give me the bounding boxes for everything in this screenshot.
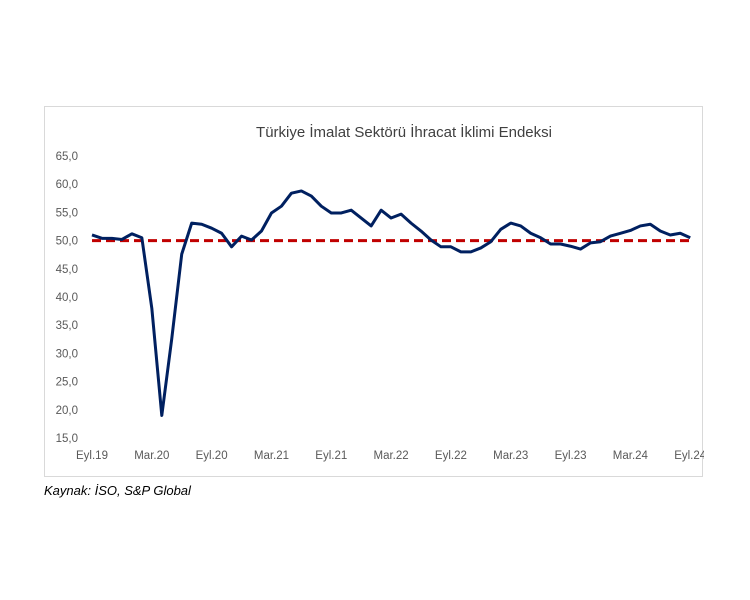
x-tick-label: Eyl.21	[315, 450, 347, 462]
x-tick-label: Eyl.24	[674, 450, 704, 462]
chart-title: Türkiye İmalat Sektörü İhracat İklimi En…	[256, 123, 552, 141]
x-tick-label: Eyl.23	[555, 450, 587, 462]
x-tick-label: Mar.21	[254, 450, 289, 462]
y-tick-label: 55,0	[56, 207, 78, 219]
x-tick-label: Eyl.19	[76, 450, 108, 462]
y-tick-label: 50,0	[56, 236, 78, 248]
x-tick-label: Eyl.22	[435, 450, 467, 462]
y-tick-label: 35,0	[56, 320, 78, 332]
y-tick-label: 30,0	[56, 348, 78, 360]
line-chart: Türkiye İmalat Sektörü İhracat İklimi En…	[56, 123, 704, 462]
source-note: Kaynak: İSO, S&P Global	[44, 483, 191, 498]
y-tick-label: 60,0	[56, 179, 78, 191]
y-tick-label: 40,0	[56, 292, 78, 304]
x-tick-label: Eyl.20	[196, 450, 228, 462]
x-tick-label: Mar.22	[374, 450, 409, 462]
index-series-line	[91, 189, 691, 417]
y-tick-label: 15,0	[56, 433, 78, 445]
y-tick-label: 20,0	[56, 405, 78, 417]
y-tick-label: 25,0	[56, 377, 78, 389]
x-tick-label: Mar.24	[613, 450, 649, 462]
x-tick-label: Mar.23	[493, 450, 528, 462]
chart-frame: Türkiye İmalat Sektörü İhracat İklimi En…	[44, 106, 704, 477]
x-tick-label: Mar.20	[134, 450, 169, 462]
y-tick-label: 45,0	[56, 264, 78, 276]
y-tick-label: 65,0	[56, 151, 78, 163]
